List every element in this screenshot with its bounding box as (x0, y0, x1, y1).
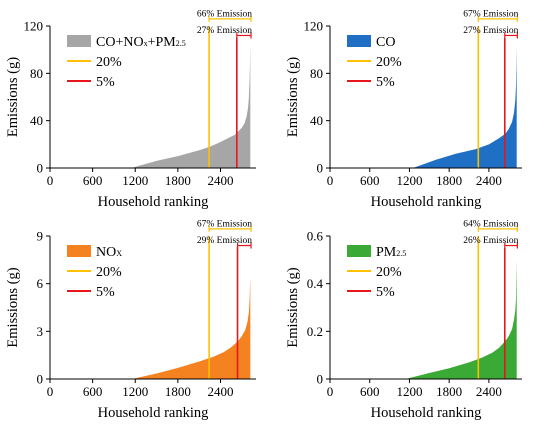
legend-label-main: 20% (376, 265, 402, 280)
legend-swatch (347, 35, 371, 47)
annotation-label: 67% Emission (197, 219, 252, 229)
x-axis-title: Household ranking (371, 194, 482, 210)
x-tick-label: 0 (327, 173, 334, 188)
legend-label-subscript: x (144, 39, 148, 48)
annotation-label: 64% Emission (463, 219, 518, 229)
x-tick-label: 600 (83, 384, 103, 399)
emission-area (330, 259, 517, 379)
x-tick-label: 600 (360, 384, 380, 399)
legend-label-subscript: 2.5 (396, 249, 406, 258)
legend-label: 20% (376, 55, 402, 70)
y-axis-title: Emissions (g) (285, 267, 301, 347)
legend-label: NOX (96, 245, 122, 260)
x-tick-label: 0 (47, 173, 54, 188)
x-tick-label: 1800 (165, 173, 191, 188)
y-tick-label: 40 (30, 113, 43, 128)
annotation-label: 66% Emission (197, 9, 252, 19)
x-tick-label: 2400 (476, 173, 502, 188)
y-tick-label: 120 (24, 19, 44, 34)
y-tick-label: 0 (37, 372, 44, 387)
legend-label-main: +PM (148, 35, 177, 50)
legend-label: PM2.5 (376, 245, 406, 260)
panel-bottom-left: 67% Emission 29% Emission 0 600 1200 1800 2400… (5, 219, 256, 421)
x-tick-label: 0 (47, 384, 54, 399)
emission-area (50, 42, 251, 168)
y-tick-label: 0.4 (307, 276, 324, 291)
y-tick-label: 3 (37, 324, 44, 339)
legend-swatch (347, 245, 371, 257)
legend-label: 20% (96, 265, 122, 280)
legend-label: CO (376, 35, 395, 50)
x-axis-title: Household ranking (371, 405, 482, 421)
y-tick-label: 0.6 (307, 229, 324, 244)
legend-label: 20% (96, 55, 122, 70)
x-tick-label: 1200 (396, 173, 422, 188)
legend-label-subscript: X (116, 249, 122, 258)
x-axis-title: Household ranking (98, 405, 209, 421)
legend-label: 5% (96, 285, 115, 300)
x-tick-label: 1200 (122, 173, 148, 188)
legend-label: 20% (376, 265, 402, 280)
legend-label-main: 5% (96, 285, 115, 300)
legend-label-main: NO (96, 245, 116, 260)
x-tick-label: 2400 (207, 173, 233, 188)
legend-label-main: CO (376, 35, 395, 50)
legend-label-main: 5% (96, 75, 115, 90)
annotation-label: 27% Emission (463, 26, 518, 36)
x-tick-label: 1200 (122, 384, 148, 399)
legend-label: 5% (376, 285, 395, 300)
x-tick-label: 0 (327, 384, 334, 399)
y-axis-title: Emissions (g) (285, 57, 301, 137)
annotation-label: 26% Emission (463, 236, 518, 246)
annotation-label: 67% Emission (463, 9, 518, 19)
annotation-label: 29% Emission (197, 236, 252, 246)
legend-label-main: CO+NO (96, 35, 144, 50)
emission-area (50, 277, 251, 379)
x-tick-label: 2400 (476, 384, 502, 399)
legend-label-main: 20% (376, 55, 402, 70)
legend-label: 5% (96, 75, 115, 90)
y-axis-title: Emissions (g) (5, 57, 21, 137)
y-tick-label: 0 (317, 161, 324, 176)
legend-swatch (67, 35, 91, 47)
y-tick-label: 6 (37, 276, 44, 291)
legend-label-subscript: 2.5 (176, 39, 186, 48)
x-tick-label: 1800 (436, 173, 462, 188)
y-tick-label: 9 (37, 229, 44, 244)
legend-label-main: 20% (96, 55, 122, 70)
x-axis-title: Household ranking (98, 194, 209, 210)
legend-label: CO+NOx+PM2.5 (96, 35, 186, 50)
x-tick-label: 1800 (165, 384, 191, 399)
x-tick-label: 1200 (396, 384, 422, 399)
x-tick-label: 2400 (207, 384, 233, 399)
y-tick-label: 0 (37, 161, 44, 176)
legend-label: 5% (376, 75, 395, 90)
legend-label-main: PM (376, 245, 397, 260)
panel-bottom-right: 64% Emission 26% Emission 0 600 1200 1800 2400… (285, 219, 522, 421)
legend-swatch (67, 245, 91, 257)
y-tick-label: 120 (304, 19, 324, 34)
legend-label-main: 5% (376, 75, 395, 90)
x-tick-label: 600 (360, 173, 380, 188)
emission-area (330, 47, 517, 168)
legend-label-main: 5% (376, 285, 395, 300)
legend-label-main: 20% (96, 265, 122, 280)
y-tick-label: 80 (310, 66, 323, 81)
y-tick-label: 40 (310, 113, 323, 128)
x-tick-label: 1800 (436, 384, 462, 399)
y-tick-label: 0 (317, 372, 324, 387)
x-tick-label: 600 (83, 173, 103, 188)
y-tick-label: 0.2 (307, 324, 323, 339)
annotation-label: 27% Emission (197, 26, 252, 36)
y-tick-label: 80 (30, 66, 43, 81)
y-axis-title: Emissions (g) (5, 267, 21, 347)
